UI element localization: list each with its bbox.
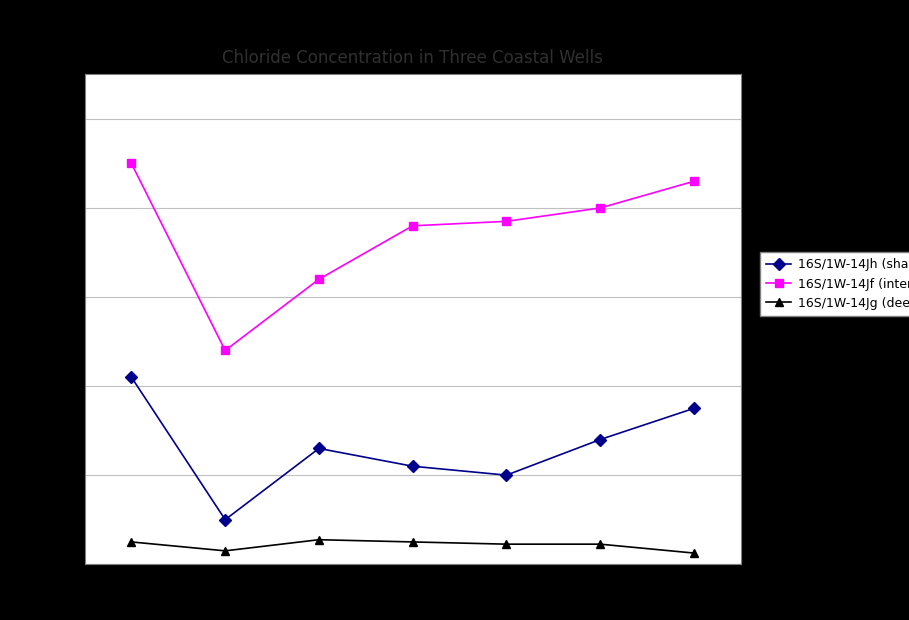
16S/1W-14Jf (inter) (594, 204, 605, 211)
16S/1W-14Jh (shal) (501, 471, 512, 479)
Line: 16S/1W-14Jg (deep): 16S/1W-14Jg (deep) (127, 536, 698, 557)
Line: 16S/1W-14Jf (inter): 16S/1W-14Jf (inter) (127, 159, 698, 355)
16S/1W-14Jh (shal) (220, 516, 231, 523)
16S/1W-14Jf (inter) (501, 218, 512, 225)
16S/1W-14Jg (deep) (220, 547, 231, 554)
16S/1W-14Jf (inter) (126, 160, 137, 167)
Title: Chloride Concentration in Three Coastal Wells: Chloride Concentration in Three Coastal … (222, 49, 604, 68)
16S/1W-14Jh (shal) (126, 373, 137, 381)
16S/1W-14Jg (deep) (314, 536, 325, 543)
16S/1W-14Jh (shal) (688, 405, 699, 412)
16S/1W-14Jh (shal) (407, 463, 418, 470)
16S/1W-14Jh (shal) (314, 445, 325, 452)
Line: 16S/1W-14Jh (shal): 16S/1W-14Jh (shal) (127, 373, 698, 524)
16S/1W-14Jg (deep) (126, 538, 137, 546)
16S/1W-14Jg (deep) (688, 549, 699, 557)
16S/1W-14Jg (deep) (594, 541, 605, 548)
16S/1W-14Jf (inter) (407, 222, 418, 229)
Legend: 16S/1W-14Jh (shal), 16S/1W-14Jf (inter), 16S/1W-14Jg (deep): 16S/1W-14Jh (shal), 16S/1W-14Jf (inter),… (760, 252, 909, 316)
16S/1W-14Jf (inter) (220, 347, 231, 354)
16S/1W-14Jf (inter) (314, 275, 325, 283)
16S/1W-14Jg (deep) (407, 538, 418, 546)
16S/1W-14Jf (inter) (688, 177, 699, 185)
16S/1W-14Jh (shal) (594, 436, 605, 443)
16S/1W-14Jg (deep) (501, 541, 512, 548)
